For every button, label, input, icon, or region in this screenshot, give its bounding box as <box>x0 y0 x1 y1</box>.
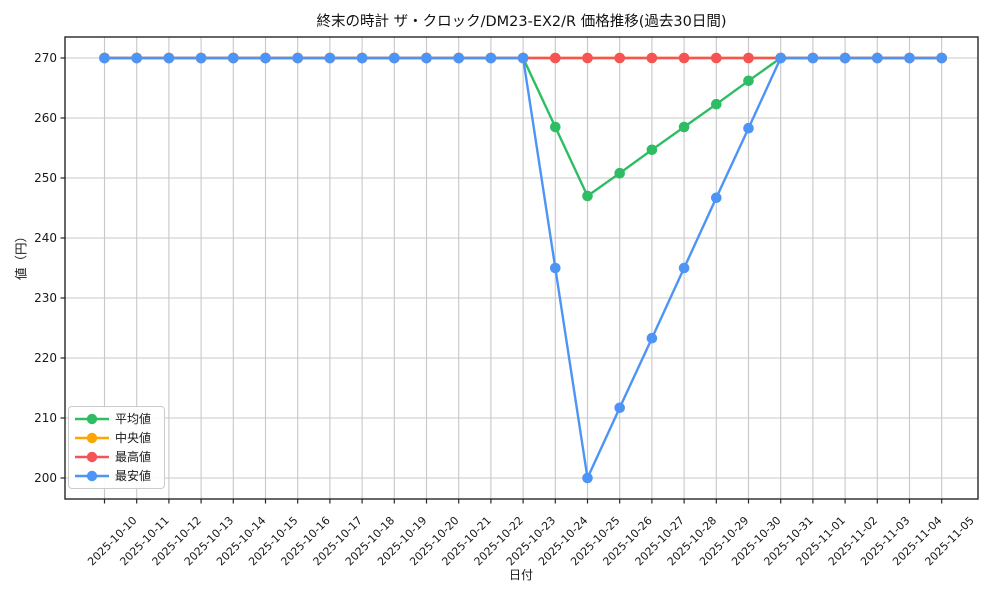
series-avg-point <box>550 121 561 133</box>
series-min-point <box>517 52 529 64</box>
series-min-point <box>195 52 207 64</box>
y-axis-label: 値（円） <box>13 229 29 281</box>
series-min-point <box>453 52 465 64</box>
series-min-point <box>260 52 271 64</box>
y-tick-label: 210 <box>34 411 57 425</box>
x-axis: 2025-10-102025-10-112025-10-122025-10-13… <box>85 499 977 568</box>
y-tick-label: 250 <box>34 171 57 185</box>
series-max-point <box>646 52 658 64</box>
series-max-point <box>582 52 593 64</box>
series-min-point <box>904 52 915 64</box>
series-min-point <box>131 52 142 64</box>
series-min <box>99 52 947 484</box>
series-max-point <box>550 52 561 64</box>
series-min-point <box>550 262 561 274</box>
series-min-point <box>807 52 819 64</box>
y-tick-label: 200 <box>34 471 57 485</box>
legend-label-median: 中央値 <box>115 431 152 446</box>
series-min-point <box>324 52 336 64</box>
series-avg-point <box>711 98 722 110</box>
series-min-point <box>775 52 786 64</box>
y-tick-label: 260 <box>34 111 57 125</box>
legend: 平均値中央値最高値最安値 <box>68 406 165 489</box>
series-max-point <box>678 52 690 64</box>
series-min-point <box>228 52 239 64</box>
series-avg-point <box>582 190 593 202</box>
series-min-point <box>163 52 175 64</box>
legend-label-avg: 平均値 <box>115 412 152 427</box>
grid <box>65 37 978 499</box>
series-min-point <box>485 52 497 64</box>
y-tick-label: 270 <box>34 51 57 65</box>
plot-border <box>64 36 979 500</box>
series-max-point <box>614 52 625 64</box>
legend-item-avg: 平均値 <box>74 410 158 428</box>
chart-title: 終末の時計 ザ・クロック/DM23-EX2/R 価格推移(過去30日間) <box>316 14 727 30</box>
x-axis-label: 日付 <box>508 568 534 582</box>
legend-marker-max <box>75 451 109 463</box>
series-min-point <box>839 52 851 64</box>
series-min-point <box>614 402 625 414</box>
series-max-point <box>743 52 754 64</box>
y-tick-label: 220 <box>34 351 57 365</box>
y-tick-label: 240 <box>34 231 57 245</box>
legend-item-min: 最安値 <box>74 467 158 485</box>
legend-item-median: 中央値 <box>74 429 158 447</box>
series-min-point <box>99 52 110 64</box>
series-min-point <box>678 262 690 274</box>
legend-label-max: 最高値 <box>115 449 152 464</box>
series-min-point <box>389 52 400 64</box>
legend-marker-avg <box>75 414 109 425</box>
series-min-point <box>872 52 883 64</box>
legend-marker-median <box>75 432 109 444</box>
series-avg-point <box>614 167 625 179</box>
series-min-point <box>743 122 754 134</box>
series-max-point <box>711 52 722 64</box>
series-min-point <box>356 52 368 64</box>
series-avg-point <box>743 75 754 87</box>
series-avg-point <box>646 144 658 156</box>
series-min-point <box>711 192 722 204</box>
series-min-point <box>936 52 947 64</box>
y-tick-label: 230 <box>34 291 57 305</box>
series-min-point <box>582 472 593 484</box>
series-min-point <box>421 52 432 64</box>
series-min-point <box>292 52 304 64</box>
y-axis: 200 210 220 230 240 250 260 270 <box>34 51 65 485</box>
legend-label-min: 最安値 <box>115 468 152 483</box>
series-min-point <box>646 332 658 344</box>
legend-item-max: 最高値 <box>74 448 158 466</box>
legend-marker-min <box>75 470 109 481</box>
series-avg-point <box>678 121 690 133</box>
